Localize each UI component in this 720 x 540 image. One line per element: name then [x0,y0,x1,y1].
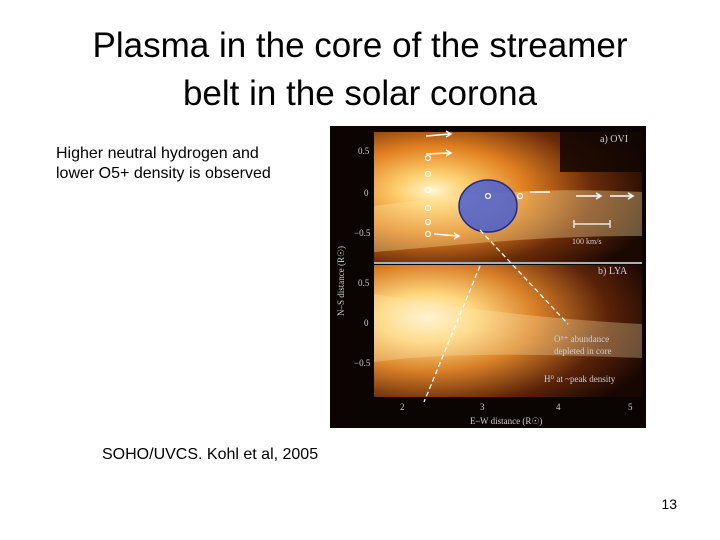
panel-b-label: b) LYA [598,266,628,277]
annotation-line-3: H⁰ at ~peak density [544,374,616,384]
x-tick-4: 4 [556,402,561,412]
title-line-1: Plasma in the core of the streamer [92,26,628,65]
data-dots [424,154,524,238]
y-tick-b-1: 0 [364,318,369,328]
velocity-arrows [425,130,635,240]
y-tick-b-0: 0.5 [358,278,370,288]
x-tick-3: 3 [480,402,485,412]
panel-a-label: a) OVI [600,134,628,145]
title-line-2: belt in the solar corona [182,74,538,113]
page-number: 13 [661,496,677,512]
slide-title: Plasma in the core of the streamer belt … [0,22,720,118]
y-tick-a-1: 0 [364,188,369,198]
dashed-annotation-line-2 [423,265,481,403]
y-tick-a-2: −0.5 [354,228,371,238]
depletion-highlight-ellipse [458,179,518,233]
x-tick-5: 5 [628,402,633,412]
panel-b-streamer [374,294,642,362]
annotation-line-1: O⁵⁺ abundance [554,334,609,344]
panel-a-dark-region [560,132,642,172]
scale-label: 100 km/s [572,237,602,246]
x-tick-2: 2 [400,402,405,412]
dashed-annotation-line-1 [479,229,569,325]
x-axis-label: E–W distance (R☉) [470,416,542,426]
description-text: Higher neutral hydrogen and lower O5+ de… [56,145,271,182]
uvcs-figure: 100 km/s a) OVI b) LYA O⁵⁺ abundance dep… [330,126,646,428]
y-axis-label: N–S distance (R☉) [336,246,346,316]
panel-b-image [374,265,642,397]
figure-caption: SOHO/UVCS. Kohl et al, 2005 [102,446,319,463]
y-tick-a-0: 0.5 [358,146,370,156]
annotation-line-2: depleted in core [554,346,611,356]
y-tick-b-2: −0.5 [354,358,371,368]
scale-bar [573,220,611,228]
